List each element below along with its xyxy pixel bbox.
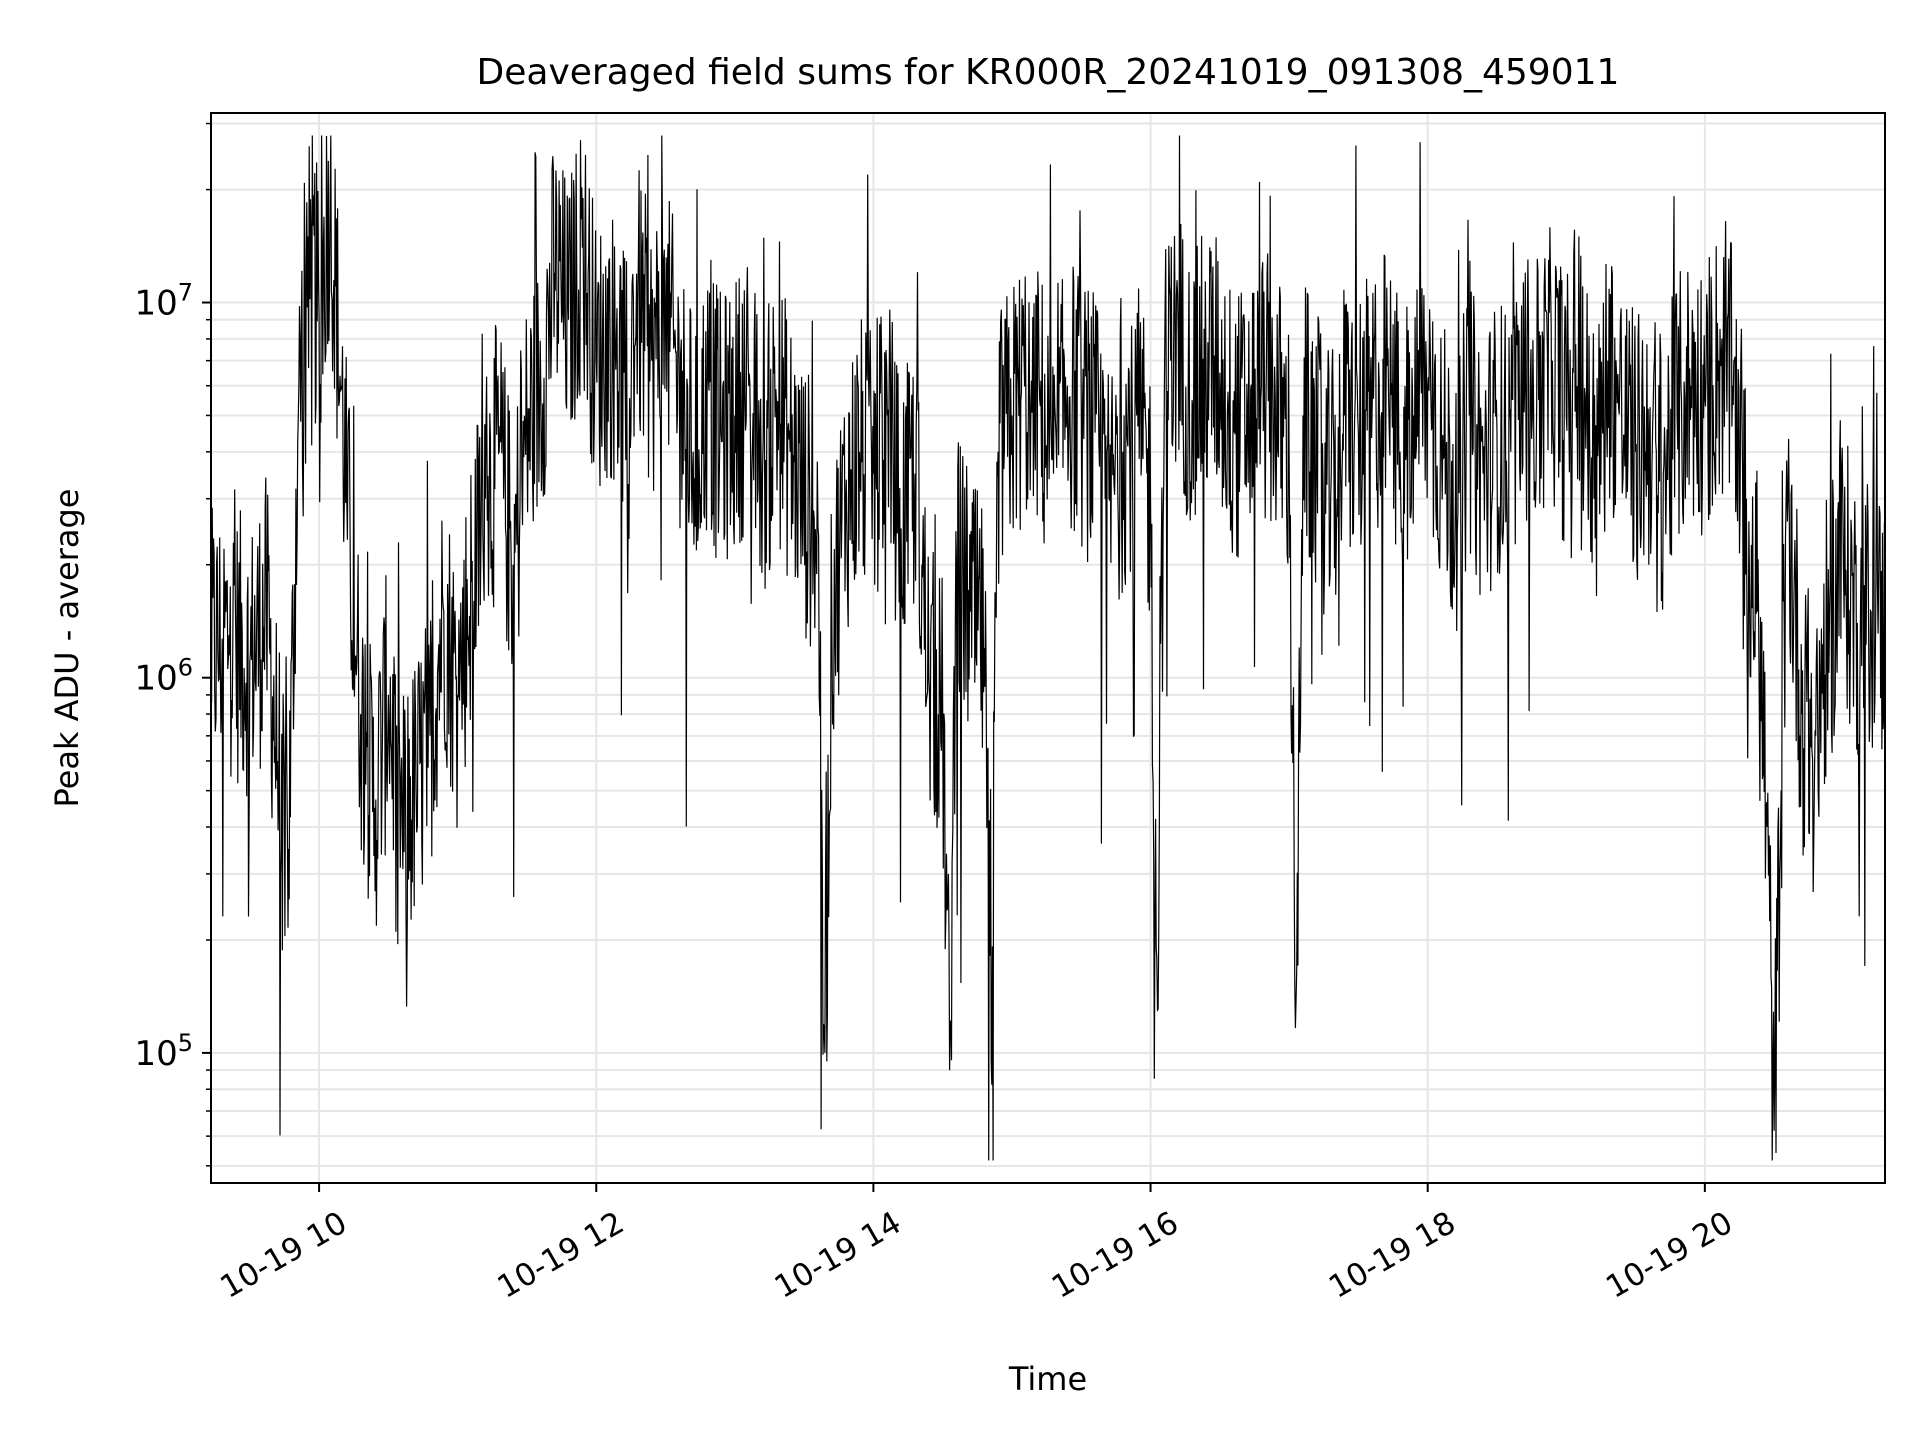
y-tick-label: 105	[134, 1029, 193, 1074]
y-tick-base: 10	[134, 1034, 177, 1074]
y-axis-title: Peak ADU - average	[48, 489, 86, 808]
series-group	[210, 135, 1886, 1161]
y-tick-label: 106	[134, 654, 193, 699]
series-line	[210, 135, 1886, 1161]
y-tick-base: 10	[134, 659, 177, 699]
plot-frame	[210, 112, 1886, 1184]
x-axis-title: Time	[1008, 1360, 1087, 1398]
y-tick-exponent: 5	[178, 1029, 193, 1057]
y-tick-exponent: 7	[178, 279, 193, 307]
chart-title: Deaveraged field sums for KR000R_2024101…	[477, 52, 1620, 93]
y-tick-label: 107	[134, 279, 193, 324]
y-tick-base: 10	[134, 284, 177, 324]
y-tick-exponent: 6	[178, 654, 193, 682]
